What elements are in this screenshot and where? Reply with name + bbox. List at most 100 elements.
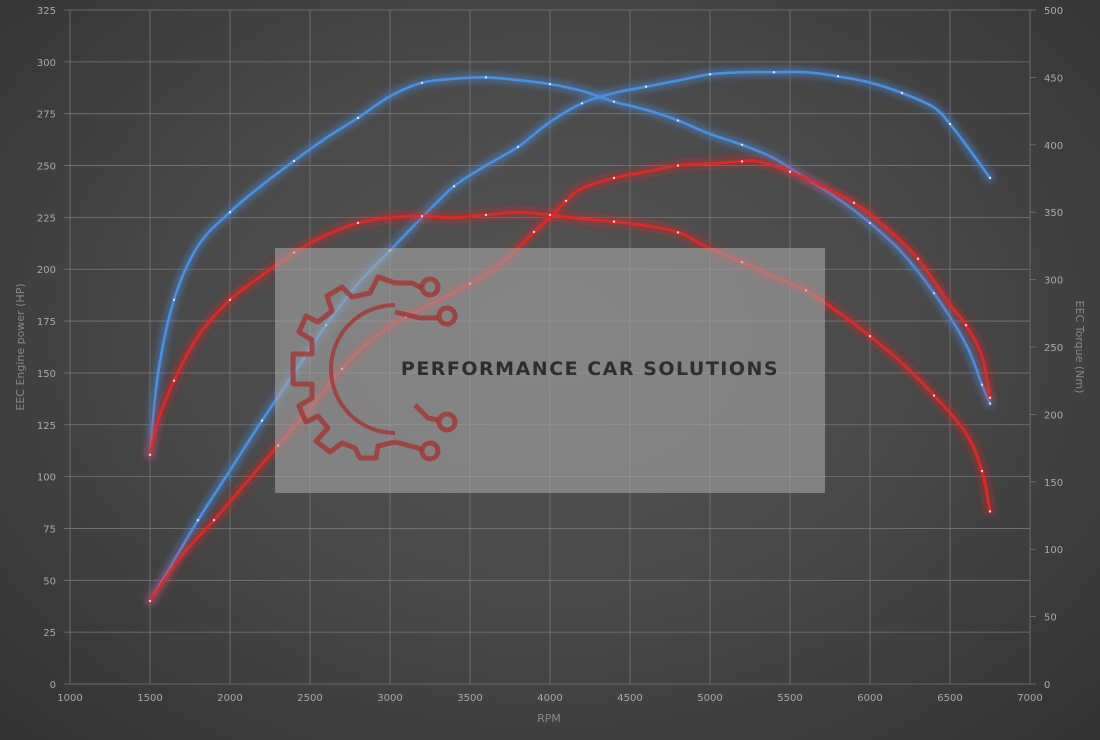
data-point xyxy=(196,518,200,522)
data-point xyxy=(916,257,920,261)
data-point xyxy=(964,324,968,327)
data-point xyxy=(980,469,984,473)
data-point xyxy=(148,453,152,457)
data-point xyxy=(988,176,992,180)
data-point xyxy=(580,102,584,105)
data-point xyxy=(356,221,360,225)
x-tick-label: 3000 xyxy=(377,693,402,704)
x-tick-label: 4000 xyxy=(537,693,562,704)
y-right-tick-label: 300 xyxy=(1044,276,1063,287)
data-point xyxy=(612,220,616,223)
watermark-overlay xyxy=(275,248,825,493)
data-point xyxy=(788,170,792,173)
data-point xyxy=(740,143,744,146)
y-left-tick-label: 125 xyxy=(37,421,56,432)
y-left-tick-label: 200 xyxy=(37,265,56,276)
x-tick-label: 1500 xyxy=(137,693,162,704)
y-left-tick-label: 25 xyxy=(43,628,56,639)
y-right-axis-ticks: 0 50 100 150 200 250 300 350 400 450 500 xyxy=(1044,6,1063,691)
series-tuned_torque xyxy=(145,207,995,516)
y-right-tick-label: 350 xyxy=(1044,208,1063,219)
y-left-tick-label: 150 xyxy=(37,369,56,380)
data-point xyxy=(676,164,680,167)
y-right-tick-label: 450 xyxy=(1044,73,1063,84)
data-point xyxy=(420,81,424,84)
data-point xyxy=(676,231,680,234)
data-point xyxy=(356,116,360,120)
data-point xyxy=(548,82,552,86)
y-left-tick-label: 275 xyxy=(37,110,56,121)
data-point xyxy=(868,335,872,338)
watermark: PERFORMANCE CAR SOLUTIONS xyxy=(275,248,825,493)
series-line xyxy=(148,210,992,513)
data-point xyxy=(228,298,232,302)
data-point xyxy=(900,91,904,95)
x-tick-label: 7000 xyxy=(1017,693,1042,704)
data-point xyxy=(516,145,520,149)
y-right-tick-label: 50 xyxy=(1044,613,1057,624)
y-right-tick-label: 400 xyxy=(1044,141,1063,152)
data-point xyxy=(868,221,872,225)
watermark-text: PERFORMANCE CAR SOLUTIONS xyxy=(401,358,779,380)
y-left-tick-label: 0 xyxy=(50,680,56,691)
data-point xyxy=(564,199,568,202)
y-right-tick-label: 100 xyxy=(1044,545,1063,556)
data-point xyxy=(172,298,176,302)
data-point xyxy=(484,76,488,79)
data-point xyxy=(172,379,176,382)
data-point xyxy=(852,201,856,205)
data-point xyxy=(772,71,776,74)
data-point xyxy=(836,75,840,78)
data-point xyxy=(980,383,984,386)
x-axis-label: RPM xyxy=(537,712,561,725)
x-tick-label: 1000 xyxy=(57,693,82,704)
x-tick-label: 2500 xyxy=(297,693,322,704)
y-right-tick-label: 0 xyxy=(1044,680,1050,691)
data-point xyxy=(932,394,936,397)
y-left-tick-label: 225 xyxy=(37,213,56,224)
y-left-tick-label: 175 xyxy=(37,317,56,328)
data-point xyxy=(708,73,712,76)
y-left-tick-label: 100 xyxy=(37,473,56,484)
series-stock_torque xyxy=(145,72,995,460)
data-point xyxy=(988,510,992,513)
y-left-tick-label: 50 xyxy=(43,576,56,587)
data-point xyxy=(452,185,456,188)
data-point xyxy=(932,291,936,295)
data-point xyxy=(548,213,552,217)
data-point xyxy=(740,160,744,163)
y-right-tick-label: 200 xyxy=(1044,410,1063,421)
data-point xyxy=(420,215,424,218)
data-point xyxy=(260,419,264,422)
x-tick-label: 6500 xyxy=(937,693,962,704)
y-left-axis-ticks: 0 25 50 75 100 125 150 175 200 225 250 275 300 325 xyxy=(37,6,56,691)
data-point xyxy=(484,213,488,217)
y-right-tick-label: 500 xyxy=(1044,6,1063,17)
x-tick-label: 5500 xyxy=(777,693,802,704)
data-point xyxy=(644,85,648,88)
x-tick-label: 5000 xyxy=(697,693,722,704)
gear-circuit-logo-icon xyxy=(290,274,458,462)
y-left-tick-label: 250 xyxy=(37,162,56,173)
x-tick-label: 4500 xyxy=(617,693,642,704)
data-point xyxy=(212,518,216,522)
data-point xyxy=(292,159,296,163)
data-point xyxy=(532,230,536,234)
x-axis-ticks: 1000 1500 2000 2500 3000 3500 4000 4500 5000 5500… xyxy=(57,693,1042,704)
data-point xyxy=(676,119,680,122)
data-point xyxy=(948,122,952,126)
y-left-tick-label: 300 xyxy=(37,58,56,69)
y-right-axis-label: EEC Torque (Nm) xyxy=(1073,301,1086,394)
x-tick-label: 2000 xyxy=(217,693,242,704)
y-left-axis-label: EEC Engine power (HP) xyxy=(14,283,27,410)
data-point xyxy=(612,100,616,103)
y-right-tick-label: 250 xyxy=(1044,343,1063,354)
y-left-tick-label: 325 xyxy=(37,6,56,17)
x-tick-label: 6000 xyxy=(857,693,882,704)
data-point xyxy=(988,396,992,400)
data-point xyxy=(148,599,152,603)
data-point xyxy=(612,176,616,180)
x-tick-label: 3500 xyxy=(457,693,482,704)
y-left-tick-label: 75 xyxy=(43,524,56,535)
